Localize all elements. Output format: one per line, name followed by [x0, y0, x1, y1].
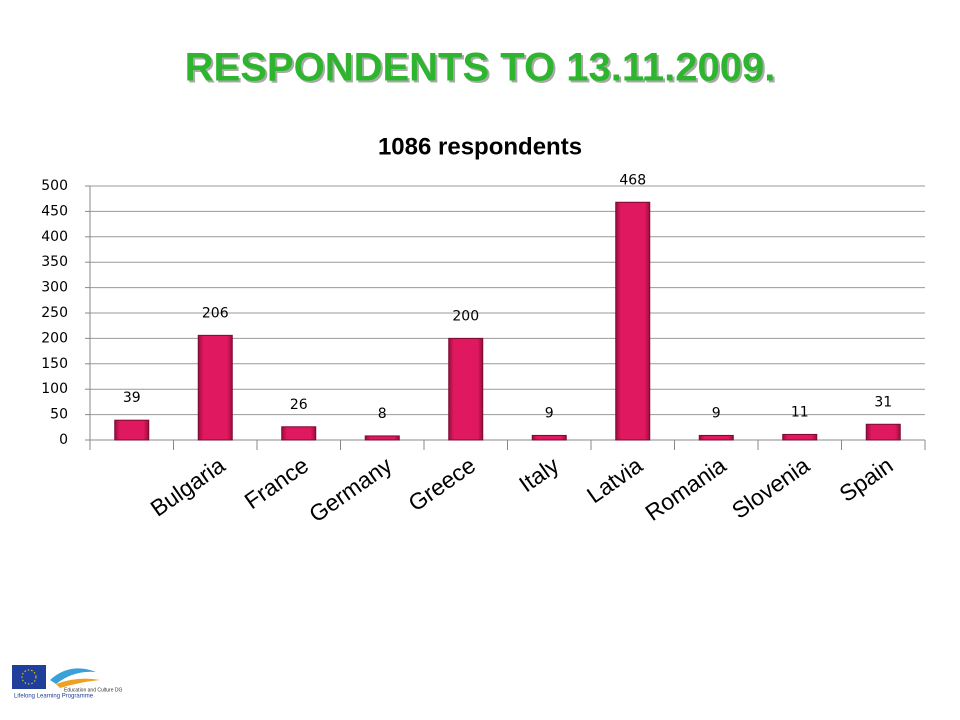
bar [114, 419, 150, 441]
x-tick-label: France [240, 452, 314, 514]
x-tick-label: Italy [514, 451, 564, 497]
data-label: 39 [123, 390, 141, 406]
bar [281, 426, 317, 441]
x-tick-label: Romania [640, 452, 730, 526]
bar [865, 423, 901, 441]
x-tick-label: Bulgaria [146, 452, 230, 522]
llp-swoosh [56, 678, 100, 688]
llp-swoosh [50, 668, 96, 684]
y-tick-label: 350 [41, 254, 68, 270]
chart: 0 50 100 150 200 250 300 350 400 450 500 39 Bulgaria… [41, 172, 926, 527]
data-label: 200 [452, 308, 479, 324]
y-tick-label: 400 [41, 229, 68, 245]
chart-title: 1086 respondents [378, 133, 582, 160]
y-tick-label: 300 [41, 280, 68, 296]
data-label: 468 [619, 172, 646, 188]
x-tick-label: Greece [403, 452, 480, 517]
data-label: 8 [378, 406, 387, 422]
data-label: 11 [791, 404, 809, 420]
footer-dg: Education and Culture DG [64, 687, 122, 693]
bar [448, 337, 484, 441]
data-label: 26 [290, 397, 308, 413]
data-label: 9 [712, 405, 721, 421]
x-tick-label: Latvia [582, 452, 647, 509]
x-tick-label: Germany [304, 451, 397, 527]
data-label: 31 [874, 394, 892, 410]
slide-title-shadow: RESPONDENTS TO 13.11.2009. [187, 48, 778, 92]
x-tick-label: Spain [835, 452, 898, 507]
y-tick-label: 500 [41, 178, 68, 194]
eu-flag [12, 665, 46, 689]
y-tick-label: 450 [41, 203, 68, 219]
y-tick-label: 50 [50, 407, 68, 423]
eu-stars [21, 669, 37, 685]
x-tick-label: Slovenia [727, 452, 814, 524]
footer-logo: Education and Culture DG Lifelong Learni… [12, 665, 122, 700]
bar [531, 434, 567, 441]
y-tick-label: 200 [41, 330, 68, 346]
bar [698, 434, 734, 441]
y-tick-label: 150 [41, 356, 68, 372]
y-tick-label: 250 [41, 305, 68, 321]
bar [364, 435, 400, 441]
bar [197, 334, 233, 441]
y-tick-label: 0 [59, 432, 68, 448]
data-label: 206 [202, 305, 229, 321]
bar [782, 433, 818, 441]
slide-title: RESPONDENTS TO 13.11.2009. [185, 46, 776, 90]
footer-programme: Lifelong Learning Programme [14, 694, 94, 700]
bar [615, 201, 651, 441]
data-label: 9 [545, 405, 554, 421]
y-tick-label: 100 [41, 381, 68, 397]
